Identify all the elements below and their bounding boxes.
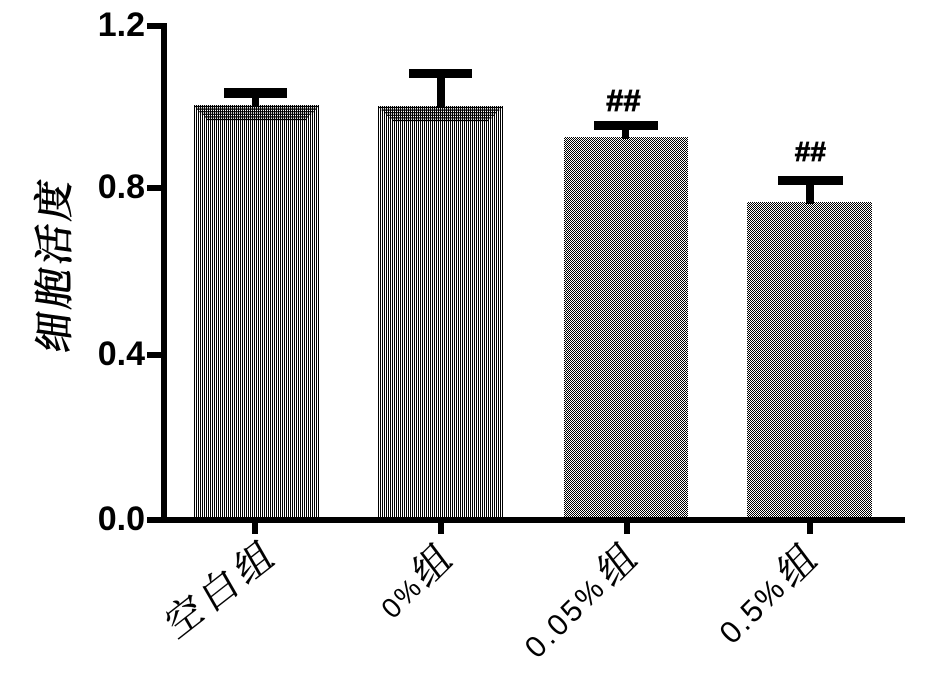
svg-text:0.8: 0.8 [98,168,145,206]
svg-text:0.4: 0.4 [98,335,145,373]
svg-text:##: ## [794,136,826,167]
svg-text:1.2: 1.2 [98,6,145,44]
svg-text:##: ## [606,83,641,118]
svg-text:0.0: 0.0 [98,500,145,538]
